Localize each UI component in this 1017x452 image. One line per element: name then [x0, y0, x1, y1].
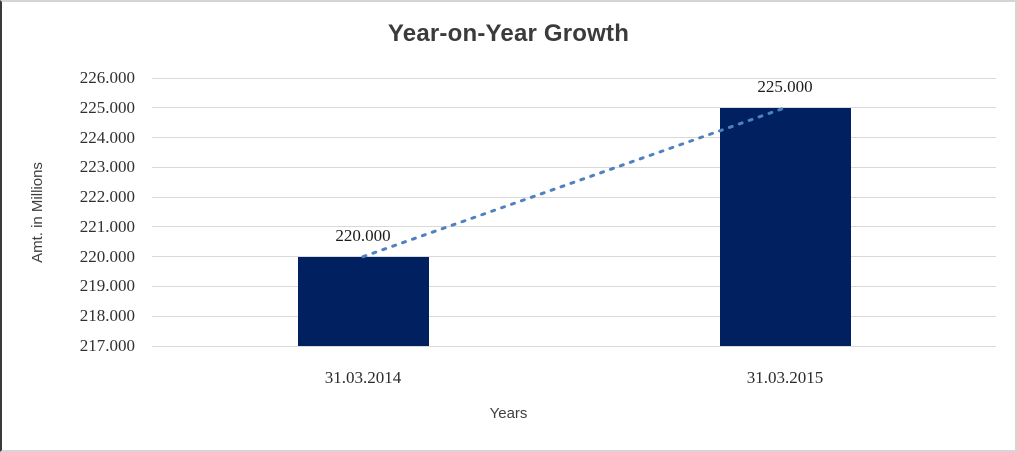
y-tick-label: 222.000	[79, 187, 135, 207]
chart-title: Year-on-Year Growth	[387, 20, 630, 47]
gridline	[152, 107, 996, 109]
y-tick-label: 218.000	[79, 306, 135, 326]
gridline	[152, 166, 996, 168]
gridline	[152, 285, 996, 287]
y-tick-label: 220.000	[79, 246, 135, 266]
bar-value-label: 225.000	[757, 76, 813, 96]
y-tick-label: 224.000	[79, 127, 135, 147]
y-tick-label: 221.000	[79, 216, 135, 236]
y-tick-label: 219.000	[79, 276, 135, 296]
y-tick-label: 226.000	[79, 68, 135, 87]
gridline	[152, 196, 996, 198]
y-tick-label: 225.000	[79, 97, 135, 117]
trendline	[361, 106, 787, 259]
x-axis-title: Years	[489, 405, 528, 422]
y-tick-label: 223.000	[79, 157, 135, 177]
x-category-label: 31.03.2014	[324, 368, 402, 387]
plot-area: 226.000 225.000 224.000 223.000 222.000 221.0…	[80, 68, 996, 387]
bar-value-label: 220.000	[335, 225, 391, 245]
gridline	[152, 77, 996, 79]
bar	[719, 107, 851, 346]
gridline	[152, 226, 996, 228]
gridline	[152, 315, 996, 317]
gridline	[152, 256, 996, 258]
y-axis-title-box: Amt. in Millions	[20, 78, 54, 346]
y-tick-label: 217.000	[79, 336, 135, 355]
y-axis-title: Amt. in Millions	[28, 161, 46, 263]
x-category-label: 31.03.2015	[746, 368, 824, 387]
gridline	[152, 137, 996, 139]
gridline	[152, 345, 996, 347]
bar	[297, 256, 429, 346]
